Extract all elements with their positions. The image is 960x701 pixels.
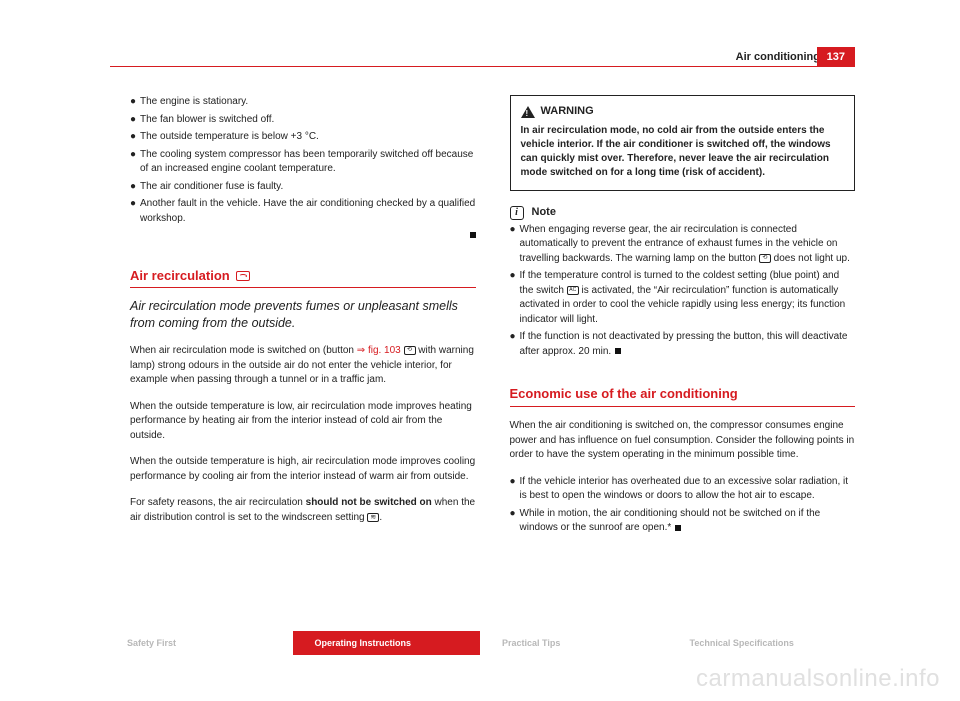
content-columns: ●The engine is stationary. ●The fan blow… [130,95,855,539]
block-end-marker [675,525,681,531]
list-text: Another fault in the vehicle. Have the a… [140,197,476,226]
footer-tab-operating: Operating Instructions [293,631,481,655]
list-text: The cooling system compressor has been t… [140,148,476,177]
warning-icon [521,106,535,118]
list-text: If the temperature control is turned to … [520,269,856,327]
top-rule [110,66,855,67]
figure-link: ⇒ fig. 103 [357,345,401,356]
heading-air-recirculation: Air recirculation [130,267,476,289]
body-paragraph: When air recirculation mode is switched … [130,344,476,388]
footer-tab-safety: Safety First [105,631,293,655]
list-text: The outside temperature is below +3 °C. [140,130,319,145]
recirculation-button-icon: ⟲ [404,346,416,355]
body-paragraph: When the air conditioning is switched on… [510,419,856,463]
list-text: While in motion, the air conditioning sh… [520,507,856,536]
list-text: The engine is stationary. [140,95,248,110]
note-title: i Note [510,205,856,221]
note-title-text: Note [532,205,556,221]
list-item: ●The engine is stationary. [130,95,476,110]
footer-tabs: Safety First Operating Instructions Prac… [105,631,855,655]
list-text: The fan blower is switched off. [140,113,274,128]
section-header: Air conditioning [736,51,820,63]
warning-title: WARNING [521,104,845,120]
list-item: ●The air conditioner fuse is faulty. [130,180,476,195]
info-icon: i [510,206,524,220]
recirculation-button-icon: ⟲ [759,254,771,263]
list-item: ● While in motion, the air conditioning … [510,507,856,536]
list-item: ● If the function is not deactivated by … [510,330,856,359]
list-item: ● If the temperature control is turned t… [510,269,856,327]
list-text: When engaging reverse gear, the air reci… [520,223,856,267]
list-text: If the vehicle interior has overheated d… [520,475,856,504]
list-item: ●Another fault in the vehicle. Have the … [130,197,476,226]
body-paragraph: When the outside temperature is high, ai… [130,455,476,484]
text: For safety reasons, the air recirculatio… [130,497,306,508]
warning-title-text: WARNING [541,104,594,120]
emphasis: should not be switched on [306,497,432,508]
list-item: ●If the vehicle interior has overheated … [510,475,856,504]
list-item: ●The outside temperature is below +3 °C. [130,130,476,145]
list-item: ●The cooling system compressor has been … [130,148,476,177]
heading-text: Air recirculation [130,267,230,286]
body-paragraph: For safety reasons, the air recirculatio… [130,496,476,525]
list-item: ● When engaging reverse gear, the air re… [510,223,856,267]
left-column: ●The engine is stationary. ●The fan blow… [130,95,476,539]
body-paragraph: When the outside temperature is low, air… [130,400,476,444]
block-end-marker [130,229,476,241]
ac-button-icon: AC [567,286,579,295]
subtitle: Air recirculation mode prevents fumes or… [130,298,476,332]
list-text: The air conditioner fuse is faulty. [140,180,283,195]
heading-economic-use: Economic use of the air conditioning [510,385,856,407]
right-column: WARNING In air recirculation mode, no co… [510,95,856,539]
page-number: 137 [817,47,855,67]
defrost-icon [367,513,379,522]
block-end-marker [615,348,621,354]
warning-body: In air recirculation mode, no cold air f… [521,124,845,180]
text: When air recirculation mode is switched … [130,345,357,356]
list-item: ●The fan blower is switched off. [130,113,476,128]
list-text: If the function is not deactivated by pr… [520,330,856,359]
footer-tab-technical: Technical Specifications [668,631,856,655]
warning-box: WARNING In air recirculation mode, no co… [510,95,856,191]
recirculation-icon [236,271,250,281]
watermark: carmanualsonline.info [696,665,940,693]
footer-tab-practical: Practical Tips [480,631,668,655]
